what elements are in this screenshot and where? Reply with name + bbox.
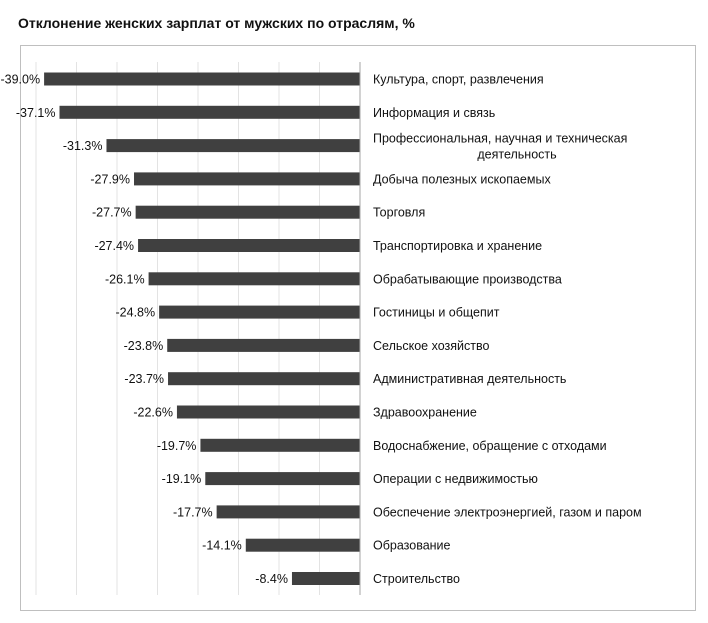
chart-title: Отклонение женских зарплат от мужских по…	[18, 15, 415, 31]
bar	[167, 338, 360, 352]
category-label: Культура, спорт, развлечения	[373, 73, 544, 87]
bar	[216, 505, 360, 519]
bar	[138, 239, 360, 252]
bar	[176, 405, 360, 419]
category-label: Операции с недвижимостью	[373, 472, 538, 486]
bar	[200, 438, 360, 452]
value-label: -22.6%	[133, 406, 173, 420]
category-label: Транспортировка и хранение	[373, 239, 542, 253]
value-label: -24.8%	[116, 306, 156, 320]
category-labels: Культура, спорт, развлечения Информация и…	[373, 73, 642, 587]
value-labels: -39.0% -37.1% -31.3% -27.9% -27.7% -27.4% -26.…	[0, 73, 287, 587]
category-label: Здравоохранение	[373, 406, 477, 420]
value-label: -31.3%	[63, 139, 103, 153]
bar	[134, 172, 360, 186]
category-label-line: деятельность	[477, 148, 556, 162]
value-label: -37.1%	[16, 106, 56, 120]
category-label: Гостиницы и общепит	[373, 306, 500, 320]
category-label: Административная деятельность	[373, 372, 566, 386]
value-label: -27.7%	[92, 206, 132, 220]
category-label: Водоснабжение, обращение с отходами	[373, 439, 607, 453]
bar	[168, 372, 360, 386]
bar	[44, 72, 360, 86]
bar	[135, 205, 360, 219]
bars	[44, 72, 361, 585]
category-label: Обеспечение электроэнергией, газом и пар…	[373, 505, 642, 519]
bar	[291, 572, 360, 585]
bar	[159, 305, 360, 319]
value-label: -19.1%	[162, 472, 202, 486]
bar	[148, 272, 360, 286]
category-label: Обрабатывающие производства	[373, 272, 562, 286]
value-label: -23.7%	[124, 372, 164, 386]
value-label: -19.7%	[157, 439, 197, 453]
value-label: -26.1%	[105, 272, 145, 286]
bar	[106, 139, 360, 153]
category-label: Торговля	[373, 206, 425, 220]
category-label: Строительство	[373, 572, 460, 586]
category-label: Сельское хозяйство	[373, 339, 489, 353]
value-label: -27.4%	[94, 239, 134, 253]
value-label: -17.7%	[173, 505, 213, 519]
bar	[245, 538, 360, 552]
category-label: Добыча полезных ископаемых	[373, 172, 551, 186]
category-label: Информация и связь	[373, 106, 495, 120]
bar	[59, 105, 361, 119]
chart-frame	[20, 45, 696, 611]
value-label: -8.4%	[255, 572, 288, 586]
value-label: -27.9%	[90, 172, 130, 186]
value-label: -14.1%	[202, 539, 242, 553]
category-label: Профессиональная, научная и техническая д…	[373, 132, 627, 162]
category-label-line: Профессиональная, научная и техническая	[373, 132, 627, 146]
category-label: Образование	[373, 539, 451, 553]
value-label: -23.8%	[124, 339, 164, 353]
bar	[205, 472, 360, 486]
value-label: -39.0%	[0, 73, 40, 87]
